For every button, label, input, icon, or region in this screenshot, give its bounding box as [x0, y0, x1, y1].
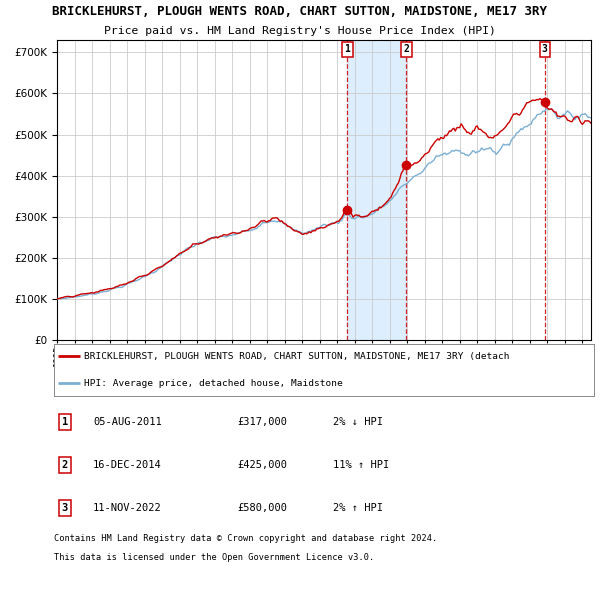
Text: 2: 2 [62, 460, 68, 470]
Text: Contains HM Land Registry data © Crown copyright and database right 2024.: Contains HM Land Registry data © Crown c… [54, 534, 437, 543]
Text: 11-NOV-2022: 11-NOV-2022 [93, 503, 162, 513]
Text: 3: 3 [62, 503, 68, 513]
Text: 11% ↑ HPI: 11% ↑ HPI [333, 460, 389, 470]
Text: 2% ↑ HPI: 2% ↑ HPI [333, 503, 383, 513]
Text: 2: 2 [404, 44, 409, 54]
Text: 1: 1 [344, 44, 350, 54]
Text: BRICKLEHURST, PLOUGH WENTS ROAD, CHART SUTTON, MAIDSTONE, ME17 3RY (detach: BRICKLEHURST, PLOUGH WENTS ROAD, CHART S… [84, 352, 510, 361]
Text: £317,000: £317,000 [237, 417, 287, 427]
Text: Price paid vs. HM Land Registry's House Price Index (HPI): Price paid vs. HM Land Registry's House … [104, 26, 496, 36]
Text: £580,000: £580,000 [237, 503, 287, 513]
Bar [347, 40, 406, 340]
Text: £425,000: £425,000 [237, 460, 287, 470]
Text: BRICKLEHURST, PLOUGH WENTS ROAD, CHART SUTTON, MAIDSTONE, ME17 3RY: BRICKLEHURST, PLOUGH WENTS ROAD, CHART S… [53, 5, 548, 18]
Text: 3: 3 [542, 44, 548, 54]
Text: This data is licensed under the Open Government Licence v3.0.: This data is licensed under the Open Gov… [54, 553, 374, 562]
Text: 05-AUG-2011: 05-AUG-2011 [93, 417, 162, 427]
Text: 16-DEC-2014: 16-DEC-2014 [93, 460, 162, 470]
Text: 2% ↓ HPI: 2% ↓ HPI [333, 417, 383, 427]
Text: HPI: Average price, detached house, Maidstone: HPI: Average price, detached house, Maid… [84, 379, 343, 388]
Text: 1: 1 [62, 417, 68, 427]
